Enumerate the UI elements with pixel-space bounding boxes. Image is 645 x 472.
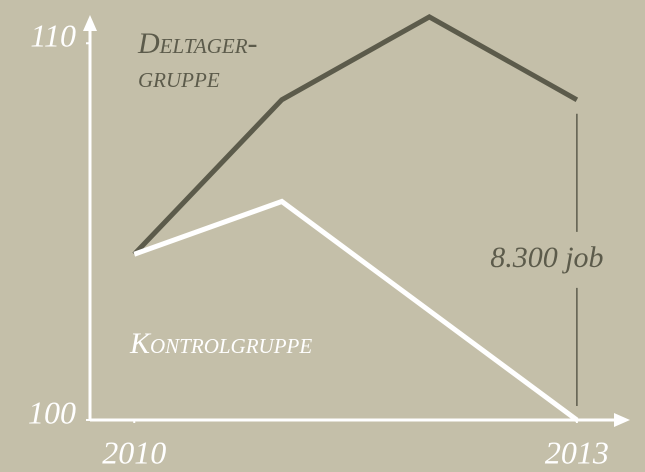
series-label: Deltager-gruppe: [137, 27, 258, 94]
x-axis-arrow: [614, 413, 630, 427]
annotation: 8.300 job: [490, 241, 603, 274]
y-tick-label: 110: [30, 18, 76, 54]
x-tick-label: 2013: [545, 434, 609, 470]
y-tick-label: 100: [28, 394, 76, 430]
y-axis-arrow: [83, 15, 97, 31]
line-series: [132, 14, 579, 256]
x-tick-label: 2010: [102, 434, 166, 470]
line-series: [133, 198, 579, 423]
series-label: Kontrolgruppe: [129, 327, 312, 360]
